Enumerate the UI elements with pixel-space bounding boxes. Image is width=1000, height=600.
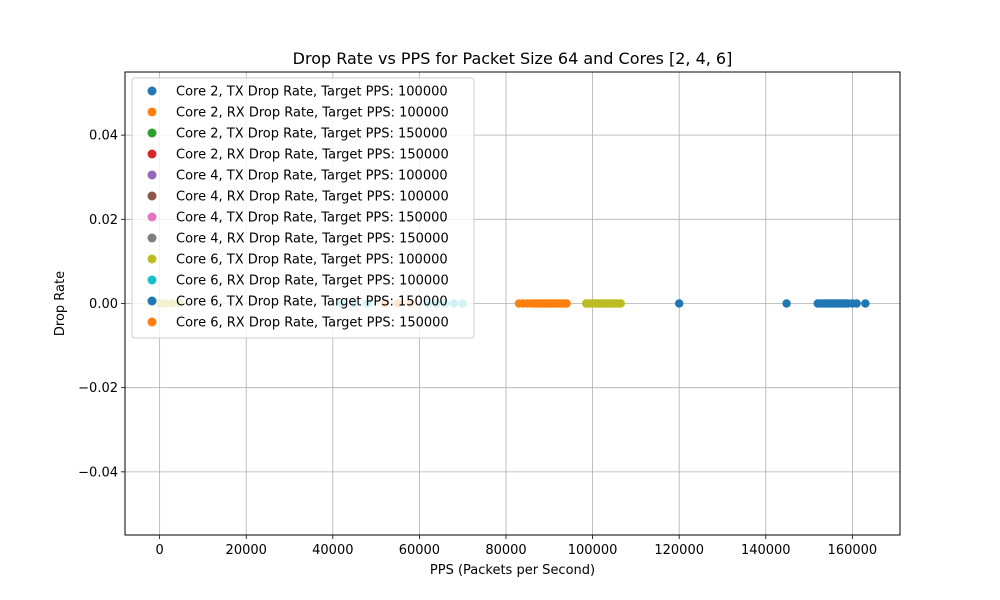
legend-entry-label: Core 2, TX Drop Rate, Target PPS: 100000 (176, 85, 448, 100)
legend-entry-label: Core 4, TX Drop Rate, Target PPS: 150000 (176, 211, 448, 226)
legend-entry-label: Core 6, TX Drop Rate, Target PPS: 150000 (176, 295, 448, 310)
y-tick-label: −0.04 (78, 465, 118, 480)
legend-box (131, 77, 475, 339)
legend-marker (147, 212, 157, 222)
x-tick-label: 40000 (312, 543, 353, 558)
y-tick-label: 0.00 (89, 297, 118, 312)
legend-marker (147, 191, 157, 201)
legend-marker (147, 254, 157, 264)
x-tick-label: 0 (155, 543, 163, 558)
legend-entry-label: Core 6, TX Drop Rate, Target PPS: 100000 (176, 253, 448, 268)
legend-entry-label: Core 6, RX Drop Rate, Target PPS: 150000 (176, 316, 449, 331)
chart-title: Drop Rate vs PPS for Packet Size 64 and … (293, 49, 733, 68)
x-axis-label: PPS (Packets per Second) (430, 563, 595, 578)
y-tick-label: −0.02 (78, 381, 118, 396)
scatter-point-series-11 (861, 299, 870, 308)
legend-marker (147, 107, 157, 117)
scatter-point-series-11 (852, 299, 861, 308)
x-tick-label: 60000 (399, 543, 440, 558)
y-tick-label: 0.04 (89, 129, 118, 144)
legend-marker (147, 233, 157, 243)
y-tick-label: 0.02 (89, 213, 118, 228)
x-tick-label: 80000 (485, 543, 526, 558)
legend-entry-label: Core 4, RX Drop Rate, Target PPS: 150000 (176, 232, 449, 247)
scatter-point-series-12 (562, 299, 571, 308)
x-tick-label: 120000 (654, 543, 704, 558)
scatter-point-series-11 (674, 299, 684, 308)
x-tick-label: 100000 (568, 543, 618, 558)
legend-entry-label: Core 4, RX Drop Rate, Target PPS: 100000 (176, 190, 449, 205)
legend-marker (147, 296, 157, 306)
legend-marker (147, 86, 157, 96)
legend-entry-label: Core 2, RX Drop Rate, Target PPS: 100000 (176, 106, 449, 121)
legend-marker (147, 317, 157, 327)
y-axis-label: Drop Rate (53, 271, 68, 336)
legend-entry-label: Core 2, RX Drop Rate, Target PPS: 150000 (176, 148, 449, 163)
legend-entry-label: Core 4, TX Drop Rate, Target PPS: 100000 (176, 169, 448, 184)
legend: Core 2, TX Drop Rate, Target PPS: 100000… (131, 77, 475, 339)
axis-ticks: 0 20000 40000 60000 80000 100000 120000 140000 1… (78, 129, 877, 558)
x-tick-label: 160000 (828, 543, 878, 558)
legend-marker (147, 149, 157, 159)
legend-marker (147, 275, 157, 285)
x-tick-label: 20000 (226, 543, 267, 558)
legend-marker (147, 170, 157, 180)
legend-entry-label: Core 2, TX Drop Rate, Target PPS: 150000 (176, 127, 448, 142)
scatter-point-series-11 (782, 299, 791, 308)
legend-entry-label: Core 6, RX Drop Rate, Target PPS: 100000 (176, 274, 449, 289)
x-tick-label: 140000 (741, 543, 791, 558)
legend-marker (147, 128, 157, 138)
scatter-point-series-9 (616, 299, 625, 308)
